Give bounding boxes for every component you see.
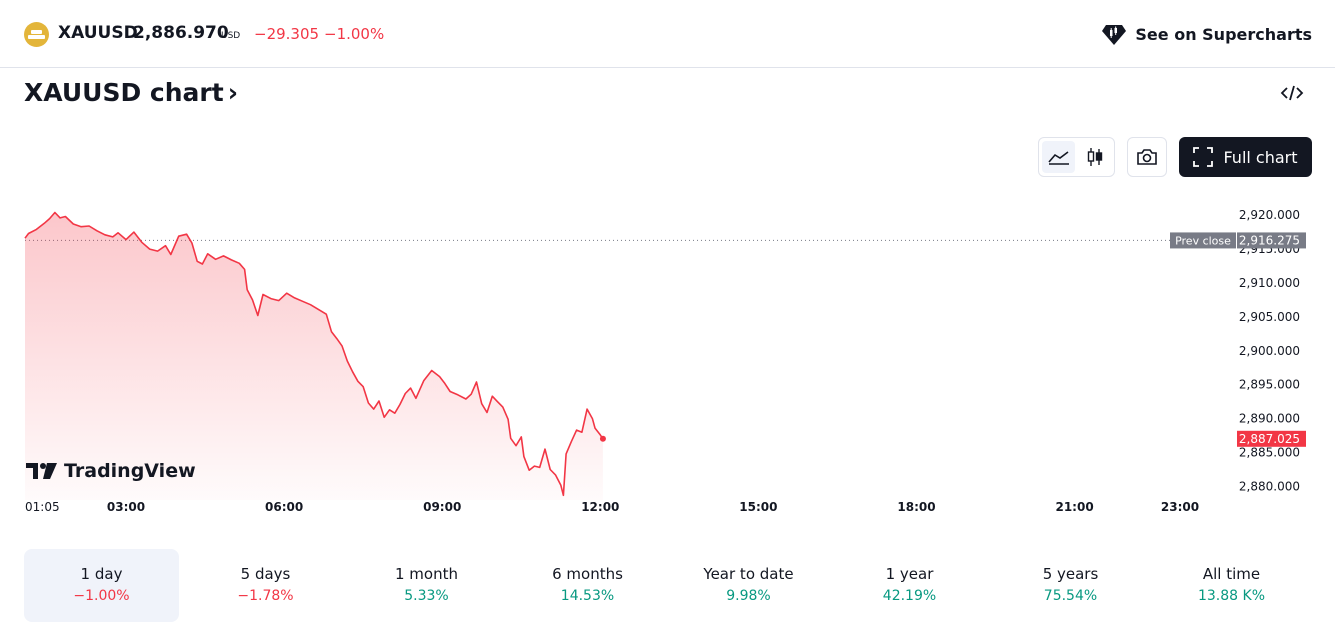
fullscreen-icon xyxy=(1193,147,1214,167)
price-axis-tick: 2,880.000 xyxy=(1239,479,1300,493)
chart-style-toggle xyxy=(1038,137,1115,177)
period-label: 5 years xyxy=(1042,565,1099,583)
price-axis-tick: 2,920.000 xyxy=(1239,208,1300,222)
price-change-percent: −1.00% xyxy=(324,25,385,43)
price-axis-tick: 2,885.000 xyxy=(1239,446,1300,460)
time-axis-tick: 01:05 xyxy=(25,500,60,514)
price-line xyxy=(24,211,604,497)
time-axis: 01:05 03:00 06:00 09:00 12:00 15:00 18:00 21:00… xyxy=(25,500,1199,514)
chart-title: XAUUSD chart xyxy=(24,78,224,107)
prev-close-value: 2,916.275 xyxy=(1239,233,1300,247)
chevron-right-icon: › xyxy=(227,78,238,107)
symbol-header: XAUUSD 2,886.970 USD −29.305 −1.00% See … xyxy=(0,0,1335,68)
period-6-months[interactable]: 6 months 14.53% xyxy=(507,549,668,622)
time-axis-tick: 06:00 xyxy=(265,500,303,514)
last-price-tag: 2,887.025 xyxy=(1237,430,1306,447)
area-chart-button[interactable] xyxy=(1042,141,1075,173)
period-change: −1.00% xyxy=(73,588,130,604)
candles-chart-button[interactable] xyxy=(1078,141,1111,173)
gold-symbol-icon xyxy=(24,22,49,47)
prev-close-label: Prev close xyxy=(1175,234,1231,247)
period-5-days[interactable]: 5 days −1.78% xyxy=(185,549,346,622)
last-price: 2,886.970 xyxy=(133,23,229,43)
period-label: All time xyxy=(1202,565,1261,583)
period-label: 1 year xyxy=(885,565,934,583)
price-axis-tick: 2,900.000 xyxy=(1239,344,1300,358)
period-change: 14.53% xyxy=(560,588,615,604)
time-axis-tick: 23:00 xyxy=(1161,500,1199,514)
period-change: 5.33% xyxy=(404,588,449,604)
period-change: 42.19% xyxy=(882,588,937,604)
chart-title-link[interactable]: XAUUSD chart › xyxy=(24,78,238,107)
time-axis-tick: 09:00 xyxy=(423,500,461,514)
period-change: 9.98% xyxy=(726,588,771,604)
candlestick-icon xyxy=(1087,148,1102,166)
tradingview-logo-icon xyxy=(26,463,57,479)
price-axis-tick: 2,890.000 xyxy=(1239,412,1300,426)
price-axis-tick: 2,910.000 xyxy=(1239,276,1300,290)
period-1-year[interactable]: 1 year 42.19% xyxy=(829,549,990,622)
period-change: 13.88 K% xyxy=(1197,588,1265,604)
time-axis-tick: 12:00 xyxy=(581,500,619,514)
period-label: 1 month xyxy=(395,565,458,583)
period-label: 6 months xyxy=(552,565,623,583)
period-selector: 1 day −1.00% 5 days −1.78% 1 month 5.33%… xyxy=(24,549,1312,622)
last-price-value: 2,887.025 xyxy=(1239,432,1300,446)
time-axis-tick: 03:00 xyxy=(107,500,145,514)
symbol-name[interactable]: XAUUSD xyxy=(58,23,138,43)
price-chart[interactable]: 2,920.0002,915.0002,910.0002,905.0002,90… xyxy=(0,190,1335,520)
price-currency: USD xyxy=(221,31,241,41)
tradingview-gem-icon xyxy=(1102,25,1127,45)
price-axis: 2,920.0002,915.0002,910.0002,905.0002,90… xyxy=(1239,208,1300,493)
period-year-to-date[interactable]: Year to date 9.98% xyxy=(668,549,829,622)
period-change: 75.54% xyxy=(1043,588,1098,604)
price-axis-tick: 2,905.000 xyxy=(1239,310,1300,324)
prev-close-tag: Prev close 2,916.275 xyxy=(1170,232,1306,249)
price-area-fill xyxy=(25,212,603,500)
snapshot-button[interactable] xyxy=(1127,137,1167,177)
price-change-absolute: −29.305 xyxy=(254,25,320,43)
period-5-years[interactable]: 5 years 75.54% xyxy=(990,549,1151,622)
period-change: −1.78% xyxy=(237,588,294,604)
period-label: 5 days xyxy=(240,565,291,583)
period-1-month[interactable]: 1 month 5.33% xyxy=(346,549,507,622)
supercharts-label: See on Supercharts xyxy=(1135,24,1312,44)
code-icon[interactable] xyxy=(1280,83,1304,103)
last-price-dot xyxy=(599,435,606,442)
camera-icon xyxy=(1137,149,1157,165)
full-chart-label: Full chart xyxy=(1223,147,1298,167)
period-label: 1 day xyxy=(80,565,123,583)
tradingview-label: TradingView xyxy=(64,460,196,482)
time-axis-tick: 15:00 xyxy=(739,500,777,514)
period-label: Year to date xyxy=(703,565,794,583)
see-on-supercharts-link[interactable]: See on Supercharts xyxy=(1101,21,1312,47)
full-chart-button[interactable]: Full chart xyxy=(1179,137,1312,177)
time-axis-tick: 21:00 xyxy=(1055,500,1093,514)
time-axis-tick: 18:00 xyxy=(897,500,935,514)
period-all-time[interactable]: All time 13.88 K% xyxy=(1151,549,1312,622)
tradingview-logo[interactable]: TradingView xyxy=(26,460,196,482)
price-axis-tick: 2,895.000 xyxy=(1239,378,1300,392)
period-1-day[interactable]: 1 day −1.00% xyxy=(24,549,179,622)
area-chart-icon xyxy=(1047,151,1069,165)
